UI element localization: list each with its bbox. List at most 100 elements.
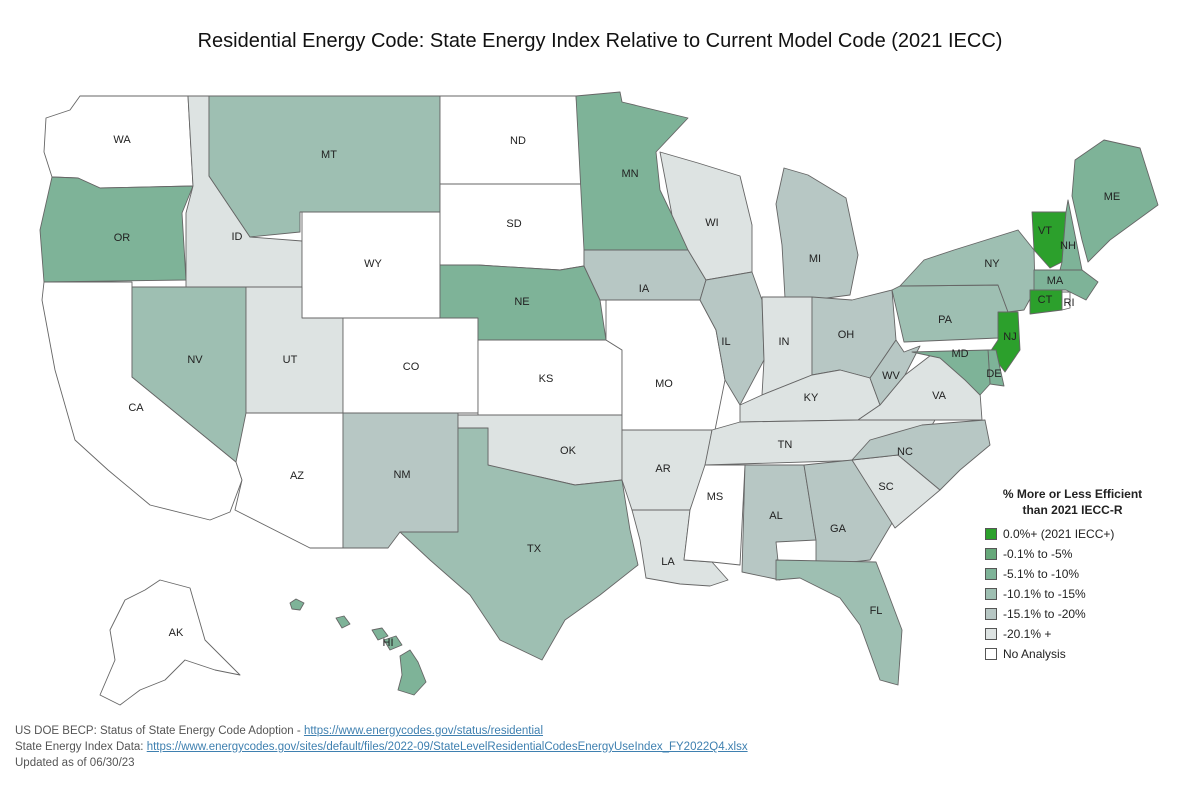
legend-swatch — [985, 548, 997, 560]
state-label-ne: NE — [514, 296, 529, 308]
legend-item[interactable]: -0.1% to -5% — [985, 544, 1185, 564]
state-label-tn: TN — [778, 439, 793, 451]
state-fl[interactable] — [775, 559, 903, 686]
legend-label: -5.1% to -10% — [1003, 567, 1080, 581]
legend-item[interactable]: No Analysis — [985, 644, 1185, 664]
state-label-ca: CA — [128, 402, 144, 414]
legend-label: -20.1% + — [1003, 627, 1052, 641]
state-label-ak: AK — [169, 627, 184, 639]
legend-label: -0.1% to -5% — [1003, 547, 1073, 561]
state-hi[interactable] — [397, 649, 427, 696]
state-label-oh: OH — [838, 329, 855, 341]
data-link[interactable]: https://www.energycodes.gov/sites/defaul… — [146, 741, 748, 753]
state-hi-island-4[interactable] — [383, 635, 403, 651]
map-title: Residential Energy Code: State Energy In… — [197, 30, 1003, 52]
state-ne[interactable] — [439, 264, 607, 341]
state-ak[interactable] — [99, 579, 241, 706]
state-label-mt: MT — [321, 149, 337, 161]
state-label-sd: SD — [506, 218, 521, 230]
state-label-ny: NY — [984, 258, 1000, 270]
state-label-nd: ND — [510, 135, 526, 147]
footer-line-2: State Energy Index Data: https://www.ene… — [15, 739, 748, 755]
legend-item[interactable]: -5.1% to -10% — [985, 564, 1185, 584]
state-nc[interactable] — [851, 419, 991, 491]
legend-item[interactable]: -10.1% to -15% — [985, 584, 1185, 604]
legend-item[interactable]: -15.1% to -20% — [985, 604, 1185, 624]
legend-title-line1: % More or Less Efficient — [1002, 487, 1143, 501]
legend-label: -15.1% to -20% — [1003, 607, 1086, 621]
legend-swatch — [985, 628, 997, 640]
state-label-ks: KS — [539, 373, 554, 385]
legend-swatch — [985, 528, 997, 540]
state-label-nm: NM — [393, 469, 410, 481]
legend-swatch — [985, 608, 997, 620]
state-label-in: IN — [779, 336, 790, 348]
state-label-mo: MO — [655, 378, 673, 390]
state-vt[interactable] — [1031, 211, 1067, 269]
state-label-wv: WV — [882, 370, 900, 382]
footer-data-text: State Energy Index Data: — [15, 741, 147, 753]
legend-label: -10.1% to -15% — [1003, 587, 1086, 601]
state-hi-island-2[interactable] — [335, 615, 351, 629]
state-label-or: OR — [114, 232, 131, 244]
state-or[interactable] — [39, 176, 194, 283]
state-label-va: VA — [932, 390, 947, 402]
state-tx[interactable] — [399, 427, 639, 661]
state-hi-island-1[interactable] — [289, 598, 305, 611]
state-label-pa: PA — [938, 314, 953, 326]
state-label-sc: SC — [878, 481, 893, 493]
state-label-az: AZ — [290, 470, 304, 482]
state-label-nj: NJ — [1003, 331, 1016, 343]
state-label-ri: RI — [1064, 297, 1075, 309]
state-label-ma: MA — [1047, 275, 1064, 287]
state-label-mn: MN — [621, 168, 638, 180]
source-footer: US DOE BECP: Status of State Energy Code… — [15, 723, 748, 771]
state-label-md: MD — [951, 348, 968, 360]
state-md[interactable] — [911, 349, 991, 396]
legend-title: % More or Less Efficient than 2021 IECC-… — [985, 486, 1160, 518]
status-link[interactable]: https://www.energycodes.gov/status/resid… — [303, 725, 544, 737]
state-label-wi: WI — [705, 217, 718, 229]
legend-item[interactable]: -20.1% + — [985, 624, 1185, 644]
state-label-wa: WA — [113, 134, 131, 146]
state-mo[interactable] — [605, 299, 726, 431]
state-label-wy: WY — [364, 258, 382, 270]
state-label-ga: GA — [830, 523, 847, 535]
footer-updated: Updated as of 06/30/23 — [15, 757, 135, 769]
state-label-ia: IA — [639, 283, 650, 295]
state-mi[interactable] — [775, 167, 859, 301]
state-label-de: DE — [986, 368, 1001, 380]
state-label-id: ID — [232, 231, 243, 243]
state-label-tx: TX — [527, 543, 542, 555]
state-ri[interactable] — [1061, 291, 1071, 311]
state-label-ct: CT — [1038, 294, 1053, 306]
state-label-il: IL — [721, 336, 730, 348]
state-label-nc: NC — [897, 446, 913, 458]
state-label-ky: KY — [804, 392, 819, 404]
state-label-me: ME — [1104, 191, 1121, 203]
legend-items: 0.0%+ (2021 IECC+) -0.1% to -5% -5.1% to -… — [985, 524, 1185, 664]
legend-label: No Analysis — [1003, 647, 1066, 661]
state-label-la: LA — [661, 556, 675, 568]
state-label-ok: OK — [560, 445, 577, 457]
state-label-al: AL — [769, 510, 782, 522]
state-hi-island-3[interactable] — [371, 627, 389, 641]
footer-line-1: US DOE BECP: Status of State Energy Code… — [15, 723, 748, 739]
state-label-mi: MI — [809, 253, 821, 265]
state-label-nh: NH — [1060, 240, 1076, 252]
state-wv[interactable] — [869, 339, 921, 406]
legend-swatch — [985, 648, 997, 660]
legend-item[interactable]: 0.0%+ (2021 IECC+) — [985, 524, 1185, 544]
footer-source-text: US DOE BECP: Status of State Energy Code… — [15, 725, 304, 737]
state-me[interactable] — [1071, 139, 1159, 263]
legend-label: 0.0%+ (2021 IECC+) — [1003, 527, 1115, 541]
legend-swatch — [985, 568, 997, 580]
legend: % More or Less Efficient than 2021 IECC-… — [985, 486, 1185, 664]
state-label-ut: UT — [283, 354, 298, 366]
state-label-nv: NV — [187, 354, 203, 366]
state-label-vt: VT — [1038, 225, 1052, 237]
state-label-ar: AR — [655, 463, 670, 475]
legend-title-line2: than 2021 IECC-R — [1022, 503, 1123, 517]
legend-swatch — [985, 588, 997, 600]
